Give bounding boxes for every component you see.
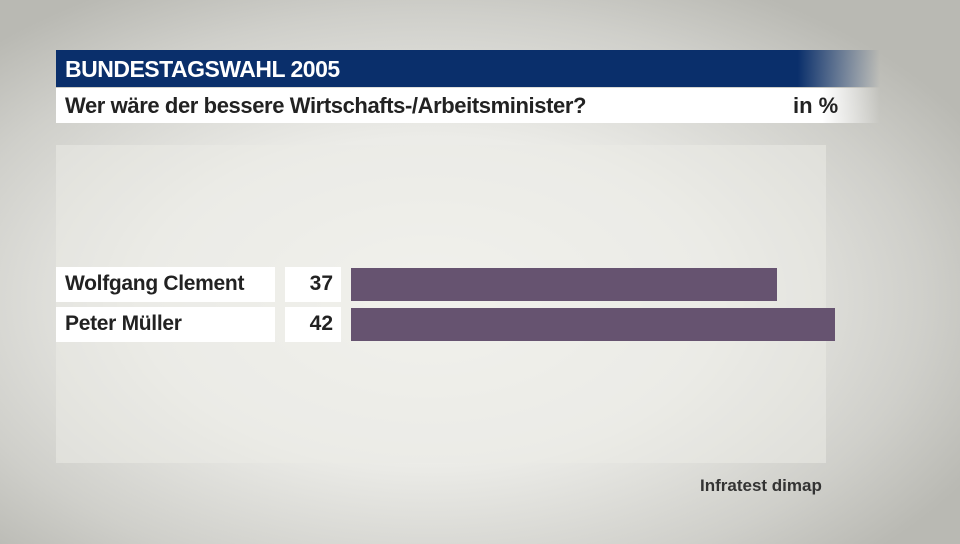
bar: [351, 268, 778, 301]
value-label-box: 37: [285, 267, 341, 302]
source-label: Infratest dimap: [700, 476, 822, 495]
category-label-box: Wolfgang Clement: [56, 267, 275, 302]
bar: [351, 308, 835, 341]
bar-row-mueller: Peter Müller 42: [56, 307, 856, 342]
chart-title: BUNDESTAGSWAHL 2005: [65, 56, 340, 82]
value-label-box: 42: [285, 307, 341, 342]
category-label: Wolfgang Clement: [65, 272, 245, 295]
subtitle-bar: Wer wäre der bessere Wirtschafts-/Arbeit…: [56, 88, 880, 123]
bar-row-clement: Wolfgang Clement 37: [56, 267, 856, 302]
chart-subtitle: Wer wäre der bessere Wirtschafts-/Arbeit…: [65, 93, 587, 118]
unit-label: in %: [793, 93, 839, 118]
value-label: 37: [309, 272, 333, 295]
chart-background-panel: [56, 145, 826, 463]
title-bar: BUNDESTAGSWAHL 2005: [56, 50, 880, 87]
category-label-box: Peter Müller: [56, 307, 275, 342]
category-label: Peter Müller: [65, 312, 182, 335]
value-label: 42: [309, 312, 333, 335]
